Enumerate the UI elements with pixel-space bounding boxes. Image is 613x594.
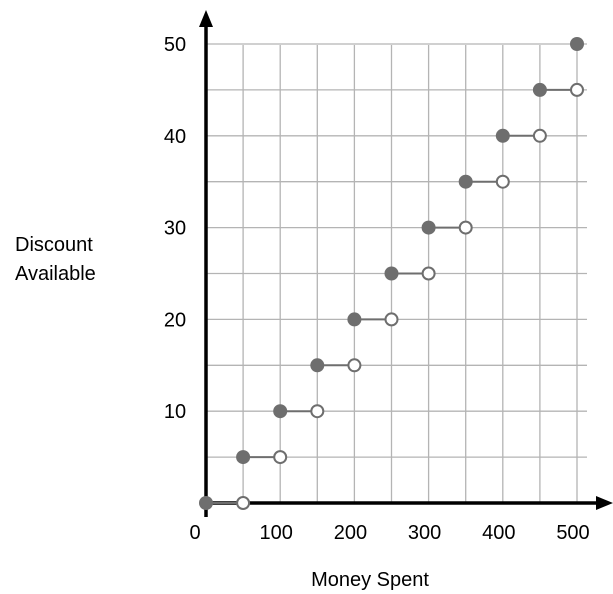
closed-point bbox=[458, 174, 473, 189]
x-tick-label: 300 bbox=[408, 522, 441, 544]
x-tick-label: 0 bbox=[189, 522, 200, 544]
open-point bbox=[273, 450, 288, 465]
open-point bbox=[421, 266, 436, 281]
open-point bbox=[458, 220, 473, 235]
x-axis-arrow bbox=[596, 496, 613, 510]
y-tick-label: 20 bbox=[164, 309, 186, 331]
x-tick-label: 100 bbox=[260, 522, 293, 544]
y-tick-label: 50 bbox=[164, 34, 186, 56]
axes bbox=[199, 10, 613, 517]
closed-point bbox=[495, 128, 510, 143]
closed-point bbox=[347, 312, 362, 327]
y-tick-label: 40 bbox=[164, 126, 186, 148]
x-tick-label: 500 bbox=[556, 522, 589, 544]
open-point bbox=[347, 358, 362, 373]
tick-labels: 0 100 200 300 400 500 10 20 30 40 50 bbox=[164, 34, 590, 544]
closed-point bbox=[384, 266, 399, 281]
y-axis-arrow bbox=[199, 10, 213, 27]
closed-point bbox=[570, 37, 584, 51]
closed-point bbox=[532, 82, 547, 97]
closed-point bbox=[236, 450, 251, 465]
x-axis-label: Money Spent bbox=[311, 569, 429, 591]
y-tick-label: 30 bbox=[164, 218, 186, 240]
closed-point bbox=[310, 358, 325, 373]
x-tick-label: 200 bbox=[334, 522, 367, 544]
open-point bbox=[236, 496, 251, 510]
open-point bbox=[310, 404, 325, 419]
open-point bbox=[532, 128, 547, 143]
step-markers bbox=[199, 37, 584, 510]
open-point bbox=[384, 312, 399, 327]
open-point bbox=[495, 174, 510, 189]
open-point bbox=[570, 82, 584, 97]
y-axis-label-line-2: Available bbox=[15, 263, 96, 285]
y-axis-label-line-1: Discount bbox=[15, 234, 93, 256]
closed-point bbox=[273, 404, 288, 419]
x-tick-label: 400 bbox=[482, 522, 515, 544]
closed-point bbox=[199, 496, 213, 510]
y-tick-label: 10 bbox=[164, 401, 186, 423]
closed-point bbox=[421, 220, 436, 235]
